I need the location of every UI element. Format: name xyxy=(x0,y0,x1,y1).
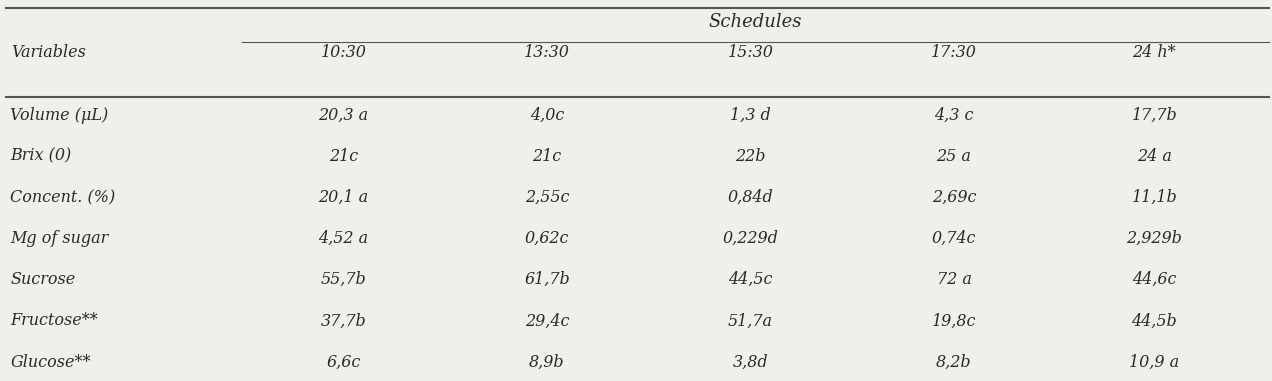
Text: 0,84d: 0,84d xyxy=(728,189,773,206)
Text: 11,1b: 11,1b xyxy=(1132,189,1177,206)
Text: 0,229d: 0,229d xyxy=(722,230,778,247)
Text: Volume (μL): Volume (μL) xyxy=(10,107,108,124)
Text: 44,5b: 44,5b xyxy=(1132,312,1177,330)
Text: 4,0c: 4,0c xyxy=(529,107,565,124)
Text: 3,8d: 3,8d xyxy=(733,354,768,371)
Text: 13:30: 13:30 xyxy=(524,44,570,61)
Text: 17:30: 17:30 xyxy=(931,44,977,61)
Text: 21c: 21c xyxy=(533,148,561,165)
Text: 19,8c: 19,8c xyxy=(932,312,976,330)
Text: 2,69c: 2,69c xyxy=(932,189,976,206)
Text: 22b: 22b xyxy=(735,148,766,165)
Text: 24 a: 24 a xyxy=(1137,148,1172,165)
Text: 2,55c: 2,55c xyxy=(525,189,569,206)
Text: Sucrose: Sucrose xyxy=(10,271,75,288)
Text: 8,9b: 8,9b xyxy=(529,354,565,371)
Text: 29,4c: 29,4c xyxy=(525,312,569,330)
Text: Glucose**: Glucose** xyxy=(10,354,90,371)
Text: 72 a: 72 a xyxy=(936,271,972,288)
Text: 1,3 d: 1,3 d xyxy=(730,107,771,124)
Text: Fructose**: Fructose** xyxy=(10,312,98,330)
Text: 8,2b: 8,2b xyxy=(936,354,972,371)
Text: 4,3 c: 4,3 c xyxy=(934,107,974,124)
Text: Brix (0): Brix (0) xyxy=(10,148,71,165)
Text: 24 h*: 24 h* xyxy=(1132,44,1177,61)
Text: 25 a: 25 a xyxy=(936,148,972,165)
Text: 44,5c: 44,5c xyxy=(729,271,772,288)
Text: 61,7b: 61,7b xyxy=(524,271,570,288)
Text: 10:30: 10:30 xyxy=(321,44,366,61)
Text: Mg of sugar: Mg of sugar xyxy=(10,230,108,247)
Text: 37,7b: 37,7b xyxy=(321,312,366,330)
Text: 21c: 21c xyxy=(329,148,357,165)
Text: 10,9 a: 10,9 a xyxy=(1130,354,1179,371)
Text: 20,1 a: 20,1 a xyxy=(318,189,369,206)
Text: 55,7b: 55,7b xyxy=(321,271,366,288)
Text: 0,74c: 0,74c xyxy=(932,230,976,247)
Text: 0,62c: 0,62c xyxy=(525,230,569,247)
Text: 51,7a: 51,7a xyxy=(728,312,773,330)
Text: Concent. (%): Concent. (%) xyxy=(10,189,116,206)
Text: 17,7b: 17,7b xyxy=(1132,107,1177,124)
Text: Variables: Variables xyxy=(11,44,86,61)
Text: 6,6c: 6,6c xyxy=(326,354,361,371)
Text: 4,52 a: 4,52 a xyxy=(318,230,369,247)
Text: 2,929b: 2,929b xyxy=(1127,230,1182,247)
Text: 44,6c: 44,6c xyxy=(1132,271,1177,288)
Text: Schedules: Schedules xyxy=(709,13,803,31)
Text: 15:30: 15:30 xyxy=(728,44,773,61)
Text: 20,3 a: 20,3 a xyxy=(318,107,369,124)
